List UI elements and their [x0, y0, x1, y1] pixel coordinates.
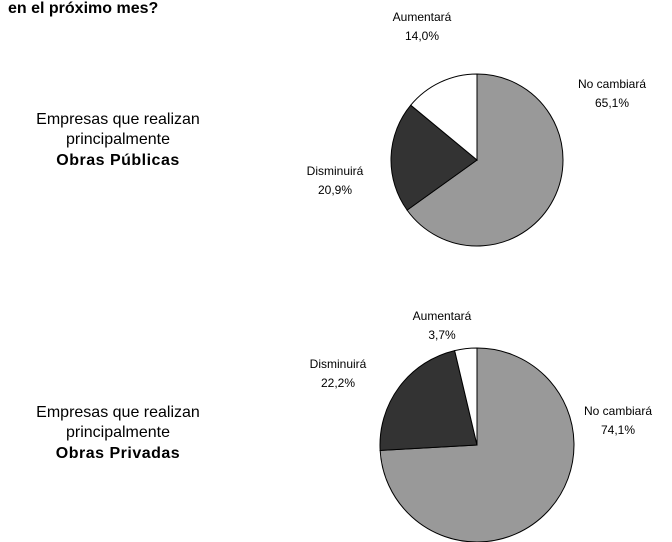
page-title: en el próximo mes?	[8, 0, 158, 17]
slice-label: Aumentará	[413, 309, 472, 323]
chart-label: Empresas que realizan	[36, 404, 200, 421]
pie-slice	[379, 350, 478, 452]
slice-label: Aumentará	[393, 10, 452, 24]
slice-label: No cambiará	[578, 77, 646, 91]
pie-slice	[406, 73, 564, 247]
slice-label: No cambiará	[584, 404, 652, 418]
slice-value-label: 22,2%	[321, 376, 355, 390]
slice-value-label: 20,9%	[318, 183, 352, 197]
slice-value-label: 65,1%	[595, 96, 629, 110]
chart-label: principalmente	[66, 131, 170, 148]
chart-label: principalmente	[66, 424, 170, 441]
chart-label: Obras Privadas	[56, 445, 180, 462]
pie-slice	[454, 347, 478, 446]
slice-label: Disminuirá	[310, 357, 367, 371]
pie-slice	[410, 73, 478, 162]
chart-label: Obras Públicas	[56, 152, 180, 169]
slice-value-label: 74,1%	[601, 423, 635, 437]
chart-label: Empresas que realizan	[36, 111, 200, 128]
slice-label: Disminuirá	[307, 164, 364, 178]
slice-value-label: 3,7%	[428, 328, 456, 342]
slice-value-label: 14,0%	[405, 29, 439, 43]
pie-slice	[390, 104, 478, 211]
